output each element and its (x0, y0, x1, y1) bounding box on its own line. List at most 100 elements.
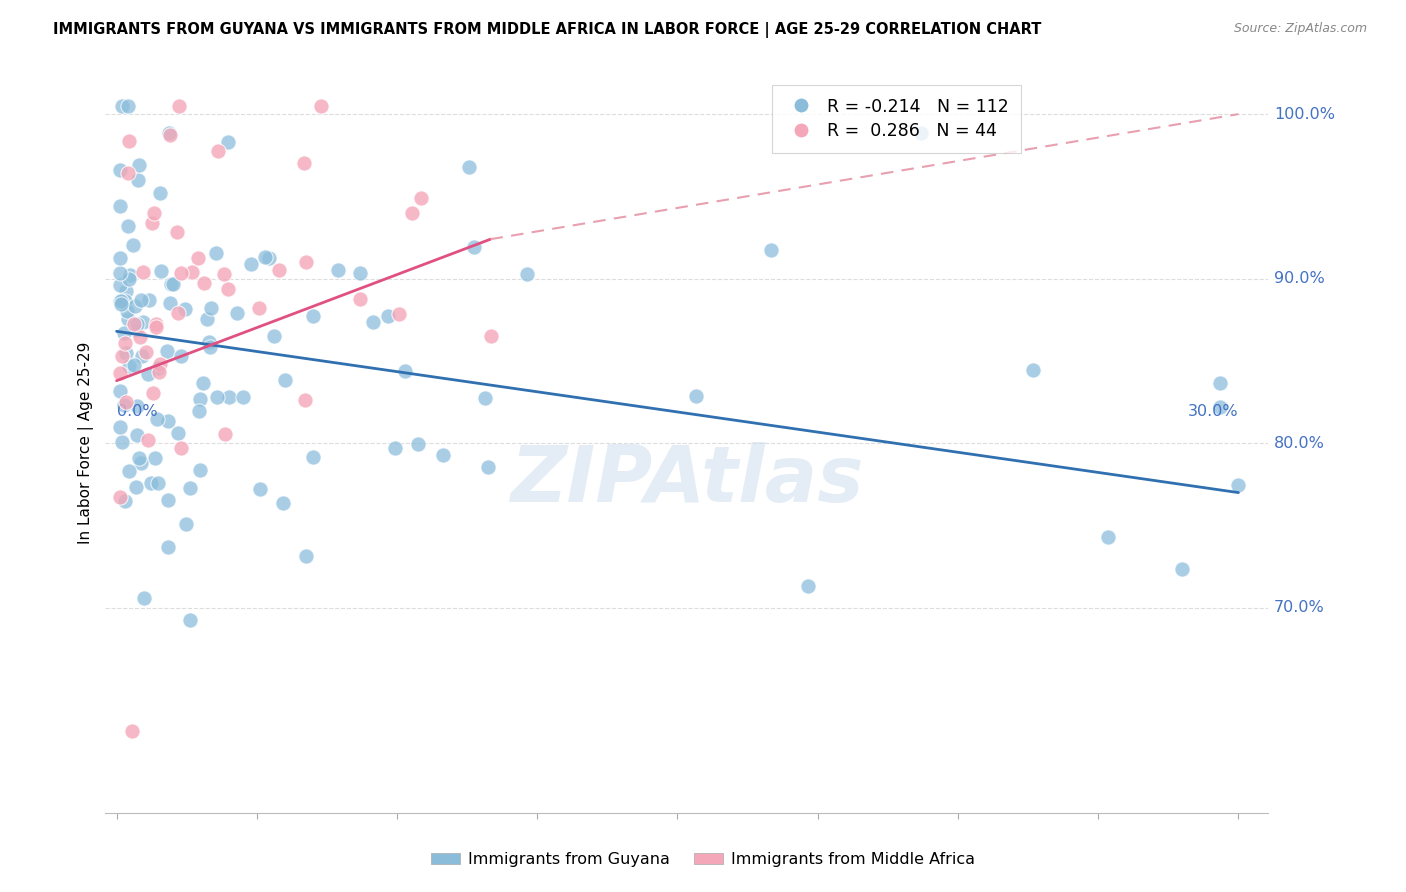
Point (115, 284, 138, 298)
Point (409, 191, 432, 205)
Point (125, 317, 148, 331)
Point (117, 99, 139, 113)
Point (110, 278, 132, 293)
Point (112, 326, 135, 340)
Point (110, 490, 132, 504)
Point (174, 517, 197, 532)
Point (198, 340, 221, 354)
Point (759, 244, 782, 258)
Point (111, 99, 134, 113)
Point (159, 295, 181, 310)
Point (349, 266, 371, 280)
Point (181, 265, 204, 279)
Point (384, 442, 406, 456)
Point (149, 357, 172, 371)
Point (166, 225, 188, 239)
Point (131, 456, 153, 470)
Point (167, 306, 190, 320)
Point (115, 345, 138, 359)
Point (125, 323, 148, 337)
Point (111, 349, 134, 363)
Point (249, 482, 271, 496)
Point (110, 163, 132, 178)
Point (122, 238, 145, 252)
Point (142, 386, 165, 401)
Point (135, 345, 157, 359)
Point (257, 251, 280, 265)
Point (128, 158, 150, 172)
Point (254, 250, 277, 264)
Point (149, 263, 172, 277)
Point (1227, 478, 1250, 492)
Point (170, 266, 193, 280)
Text: ZIPAtlas: ZIPAtlas (510, 442, 863, 518)
Point (132, 315, 155, 329)
Point (114, 294, 136, 309)
Y-axis label: In Labor Force | Age 25-29: In Labor Force | Age 25-29 (79, 342, 94, 544)
Point (263, 329, 285, 343)
Point (170, 441, 193, 455)
Point (117, 312, 139, 326)
Point (247, 301, 270, 315)
Point (516, 267, 538, 281)
Point (143, 450, 166, 465)
Point (115, 303, 138, 318)
Point (240, 257, 263, 271)
Point (118, 272, 141, 286)
Point (127, 427, 149, 442)
Point (110, 293, 132, 308)
Point (205, 390, 228, 404)
Point (124, 317, 146, 331)
Point (797, 579, 820, 593)
Point (269, 263, 291, 277)
Point (128, 451, 150, 466)
Point (114, 395, 136, 409)
Text: IMMIGRANTS FROM GUYANA VS IMMIGRANTS FROM MIDDLE AFRICA IN LABOR FORCE | AGE 25-: IMMIGRANTS FROM GUYANA VS IMMIGRANTS FRO… (53, 22, 1042, 38)
Point (110, 296, 132, 310)
Point (124, 358, 146, 372)
Point (110, 199, 132, 213)
Point (685, 388, 707, 402)
Point (110, 293, 132, 308)
Text: Source: ZipAtlas.com: Source: ZipAtlas.com (1233, 22, 1367, 36)
Point (148, 361, 170, 376)
Point (179, 481, 201, 495)
Point (302, 310, 325, 324)
Text: 30.0%: 30.0% (1188, 404, 1239, 419)
Point (232, 390, 254, 404)
Point (141, 216, 163, 230)
Point (127, 173, 149, 187)
Point (204, 245, 226, 260)
Point (187, 251, 209, 265)
Point (226, 306, 249, 320)
Point (136, 367, 159, 381)
Point (131, 265, 153, 279)
Point (149, 186, 172, 201)
Point (1208, 401, 1230, 415)
Point (1022, 363, 1045, 377)
Point (156, 344, 179, 359)
Text: 70.0%: 70.0% (1274, 600, 1324, 615)
Point (193, 276, 215, 290)
Point (148, 365, 170, 379)
Point (188, 403, 211, 417)
Point (143, 206, 166, 220)
Point (295, 254, 318, 268)
Point (134, 591, 156, 605)
Point (117, 134, 139, 148)
Text: 80.0%: 80.0% (1274, 435, 1324, 450)
Point (160, 277, 183, 291)
Point (170, 349, 193, 363)
Point (156, 540, 179, 554)
Point (145, 317, 167, 331)
Point (117, 166, 139, 180)
Point (406, 437, 429, 451)
Point (129, 330, 152, 344)
Point (394, 363, 416, 377)
Point (273, 495, 295, 509)
Point (388, 307, 411, 321)
Point (110, 366, 132, 380)
Point (197, 312, 219, 326)
Point (118, 268, 141, 282)
Point (401, 205, 423, 219)
